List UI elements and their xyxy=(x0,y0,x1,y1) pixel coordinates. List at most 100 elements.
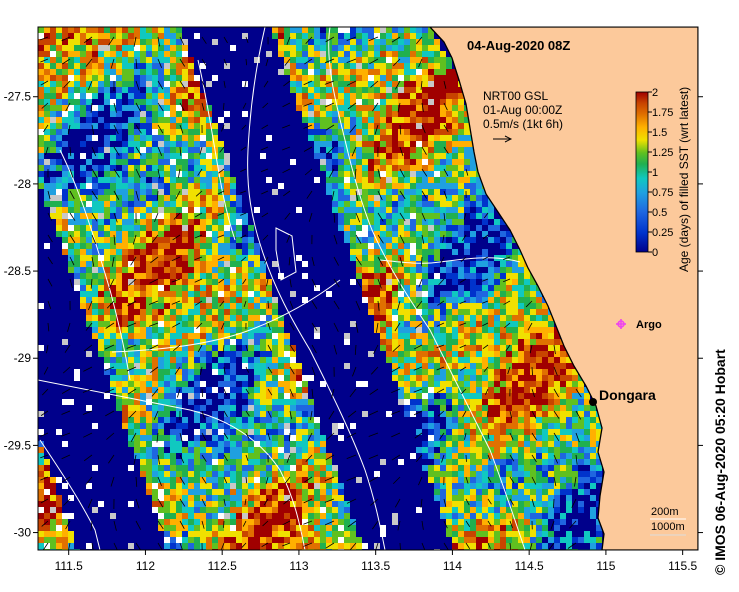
sst-pixel xyxy=(158,387,164,393)
sst-pixel xyxy=(494,417,500,423)
sst-pixel xyxy=(374,435,380,441)
sst-pixel xyxy=(242,279,248,285)
sst-pixel xyxy=(380,303,386,309)
sst-pixel xyxy=(104,291,110,297)
sst-pixel xyxy=(398,411,404,417)
sst-pixel xyxy=(422,249,428,255)
sst-pixel xyxy=(380,447,386,453)
sst-pixel xyxy=(278,45,284,51)
sst-pixel xyxy=(92,231,98,237)
sst-pixel xyxy=(146,369,152,375)
sst-pixel xyxy=(92,33,98,39)
sst-pixel xyxy=(110,405,116,411)
sst-pixel xyxy=(140,381,146,387)
sst-pixel xyxy=(122,231,128,237)
sst-pixel xyxy=(446,135,452,141)
sst-pixel xyxy=(446,447,452,453)
sst-pixel xyxy=(374,45,380,51)
sst-pixel xyxy=(128,381,134,387)
sst-pixel xyxy=(392,273,398,279)
sst-pixel xyxy=(134,411,140,417)
sst-pixel xyxy=(326,99,332,105)
sst-pixel xyxy=(188,111,194,117)
sst-pixel xyxy=(284,189,290,195)
sst-pixel xyxy=(362,267,368,273)
sst-pixel xyxy=(236,105,242,111)
sst-pixel xyxy=(182,453,188,459)
sst-pixel xyxy=(86,111,92,117)
sst-pixel xyxy=(182,387,188,393)
sst-pixel xyxy=(224,195,230,201)
sst-pixel xyxy=(272,435,278,441)
sst-pixel xyxy=(452,267,458,273)
sst-pixel xyxy=(344,51,350,57)
sst-pixel xyxy=(410,189,416,195)
sst-pixel xyxy=(398,237,404,243)
sst-pixel xyxy=(290,63,296,69)
sst-pixel xyxy=(212,249,218,255)
sst-pixel xyxy=(290,219,296,225)
sst-pixel xyxy=(374,213,380,219)
sst-pixel xyxy=(446,399,452,405)
sst-pixel xyxy=(224,75,230,81)
sst-pixel xyxy=(158,357,164,363)
sst-pixel xyxy=(158,57,164,63)
sst-pixel xyxy=(578,399,584,405)
sst-pixel xyxy=(62,333,68,339)
sst-pixel xyxy=(164,111,170,117)
sst-pixel xyxy=(320,369,326,375)
sst-pixel xyxy=(68,243,74,249)
sst-pixel xyxy=(50,399,56,405)
sst-pixel xyxy=(368,357,374,363)
sst-pixel xyxy=(38,435,44,441)
sst-pixel xyxy=(350,123,356,129)
sst-pixel xyxy=(362,159,368,165)
sst-pixel xyxy=(326,465,332,471)
sst-pixel xyxy=(98,267,104,273)
sst-pixel xyxy=(194,171,200,177)
sst-pixel xyxy=(452,411,458,417)
sst-pixel xyxy=(152,105,158,111)
sst-pixel xyxy=(86,315,92,321)
sst-pixel xyxy=(536,423,542,429)
sst-pixel xyxy=(38,183,44,189)
sst-pixel xyxy=(152,273,158,279)
sst-pixel xyxy=(572,447,578,453)
sst-pixel xyxy=(56,435,62,441)
sst-pixel xyxy=(374,411,380,417)
sst-pixel xyxy=(476,207,482,213)
sst-pixel xyxy=(206,135,212,141)
sst-pixel xyxy=(284,135,290,141)
sst-pixel xyxy=(122,165,128,171)
sst-pixel xyxy=(218,375,224,381)
sst-pixel xyxy=(230,249,236,255)
sst-pixel xyxy=(530,285,536,291)
sst-pixel xyxy=(116,219,122,225)
sst-pixel xyxy=(122,81,128,87)
sst-pixel xyxy=(440,417,446,423)
sst-pixel xyxy=(404,51,410,57)
sst-pixel xyxy=(200,87,206,93)
sst-pixel xyxy=(332,105,338,111)
sst-pixel xyxy=(470,273,476,279)
sst-pixel xyxy=(476,381,482,387)
sst-pixel xyxy=(146,195,152,201)
sst-pixel xyxy=(188,159,194,165)
sst-pixel xyxy=(80,81,86,87)
sst-pixel xyxy=(260,411,266,417)
sst-pixel xyxy=(404,405,410,411)
sst-pixel xyxy=(230,381,236,387)
sst-pixel xyxy=(170,393,176,399)
sst-pixel xyxy=(296,153,302,159)
sst-pixel xyxy=(416,111,422,117)
sst-pixel xyxy=(506,447,512,453)
sst-pixel xyxy=(524,357,530,363)
sst-pixel xyxy=(494,303,500,309)
sst-pixel xyxy=(188,75,194,81)
sst-pixel xyxy=(428,423,434,429)
sst-pixel xyxy=(224,201,230,207)
sst-pixel xyxy=(194,411,200,417)
sst-pixel xyxy=(344,87,350,93)
sst-pixel xyxy=(128,87,134,93)
sst-pixel xyxy=(176,423,182,429)
